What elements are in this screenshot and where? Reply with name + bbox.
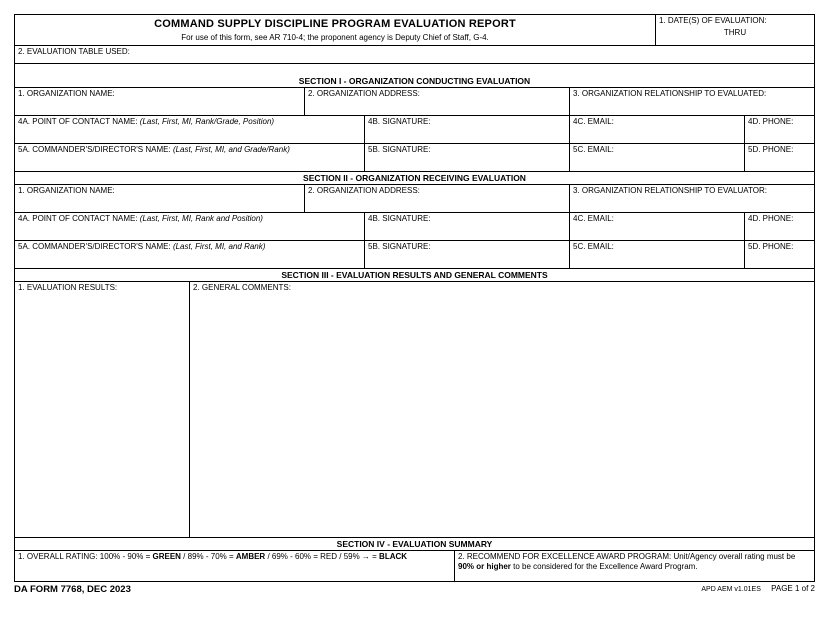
eval-table-row: 2. EVALUATION TABLE USED: [15,46,814,64]
s2-sig4[interactable]: 4B. SIGNATURE: [365,213,570,241]
s2-email5[interactable]: 5C. EMAIL: [570,241,745,269]
s4-row: 1. OVERALL RATING: 100% - 90% = GREEN / … [15,551,814,581]
s3-results[interactable]: 1. EVALUATION RESULTS: [15,282,190,538]
section4-header: SECTION IV - EVALUATION SUMMARY [15,538,814,551]
s2-cmd[interactable]: 5A. COMMANDER'S/DIRECTOR'S NAME: (Last, … [15,241,365,269]
s2-org-name[interactable]: 1. ORGANIZATION NAME: [15,185,305,213]
section1-header: SECTION I - ORGANIZATION CONDUCTING EVAL… [15,64,814,88]
s2-row3: 5A. COMMANDER'S/DIRECTOR'S NAME: (Last, … [15,241,814,269]
title-cell: COMMAND SUPPLY DISCIPLINE PROGRAM EVALUA… [15,15,656,46]
s1-phone5[interactable]: 5D. PHONE: [745,144,814,172]
s2-phone4[interactable]: 4D. PHONE: [745,213,814,241]
section3-header: SECTION III - EVALUATION RESULTS AND GEN… [15,269,814,282]
footer-page: PAGE 1 of 2 [771,584,815,593]
s1-phone4[interactable]: 4D. PHONE: [745,116,814,144]
s2-row2: 4A. POINT OF CONTACT NAME: (Last, First,… [15,213,814,241]
s2-row1: 1. ORGANIZATION NAME: 2. ORGANIZATION AD… [15,185,814,213]
s3-row: 1. EVALUATION RESULTS: 2. GENERAL COMMEN… [15,282,814,538]
form-subtitle: For use of this form, see AR 710-4; the … [15,33,655,43]
s2-email4[interactable]: 4C. EMAIL: [570,213,745,241]
s4-recommend[interactable]: 2. RECOMMEND FOR EXCELLENCE AWARD PROGRA… [455,551,814,581]
date-cell[interactable]: 1. DATE(S) OF EVALUATION: THRU [656,15,814,46]
footer-apd: APD AEM v1.01ES [701,586,761,593]
s2-org-addr[interactable]: 2. ORGANIZATION ADDRESS: [305,185,570,213]
eval-table-used[interactable]: 2. EVALUATION TABLE USED: [15,46,814,64]
s1-row2: 4A. POINT OF CONTACT NAME: (Last, First,… [15,116,814,144]
form-container: COMMAND SUPPLY DISCIPLINE PROGRAM EVALUA… [14,14,815,582]
date-label: 1. DATE(S) OF EVALUATION: [659,16,811,26]
footer-right: APD AEM v1.01ES PAGE 1 of 2 [701,584,815,595]
footer-form-id: DA FORM 7768, DEC 2023 [14,584,131,595]
s2-poc[interactable]: 4A. POINT OF CONTACT NAME: (Last, First,… [15,213,365,241]
s3-comments[interactable]: 2. GENERAL COMMENTS: [190,282,814,538]
section2-header: SECTION II - ORGANIZATION RECEIVING EVAL… [15,172,814,185]
s1-row3: 5A. COMMANDER'S/DIRECTOR'S NAME: (Last, … [15,144,814,172]
s4-rating[interactable]: 1. OVERALL RATING: 100% - 90% = GREEN / … [15,551,455,581]
s2-phone5[interactable]: 5D. PHONE: [745,241,814,269]
s1-cmd[interactable]: 5A. COMMANDER'S/DIRECTOR'S NAME: (Last, … [15,144,365,172]
s1-org-name[interactable]: 1. ORGANIZATION NAME: [15,88,305,116]
s1-row1: 1. ORGANIZATION NAME: 2. ORGANIZATION AD… [15,88,814,116]
header-row: COMMAND SUPPLY DISCIPLINE PROGRAM EVALUA… [15,15,814,46]
s1-poc[interactable]: 4A. POINT OF CONTACT NAME: (Last, First,… [15,116,365,144]
date-thru: THRU [659,28,811,38]
s1-sig4[interactable]: 4B. SIGNATURE: [365,116,570,144]
s1-email5[interactable]: 5C. EMAIL: [570,144,745,172]
s2-org-rel[interactable]: 3. ORGANIZATION RELATIONSHIP TO EVALUATO… [570,185,814,213]
s1-org-addr[interactable]: 2. ORGANIZATION ADDRESS: [305,88,570,116]
s1-email4[interactable]: 4C. EMAIL: [570,116,745,144]
s1-org-rel[interactable]: 3. ORGANIZATION RELATIONSHIP TO EVALUATE… [570,88,814,116]
s1-sig5[interactable]: 5B. SIGNATURE: [365,144,570,172]
footer: DA FORM 7768, DEC 2023 APD AEM v1.01ES P… [14,582,815,595]
form-title: COMMAND SUPPLY DISCIPLINE PROGRAM EVALUA… [15,18,655,32]
s2-sig5[interactable]: 5B. SIGNATURE: [365,241,570,269]
